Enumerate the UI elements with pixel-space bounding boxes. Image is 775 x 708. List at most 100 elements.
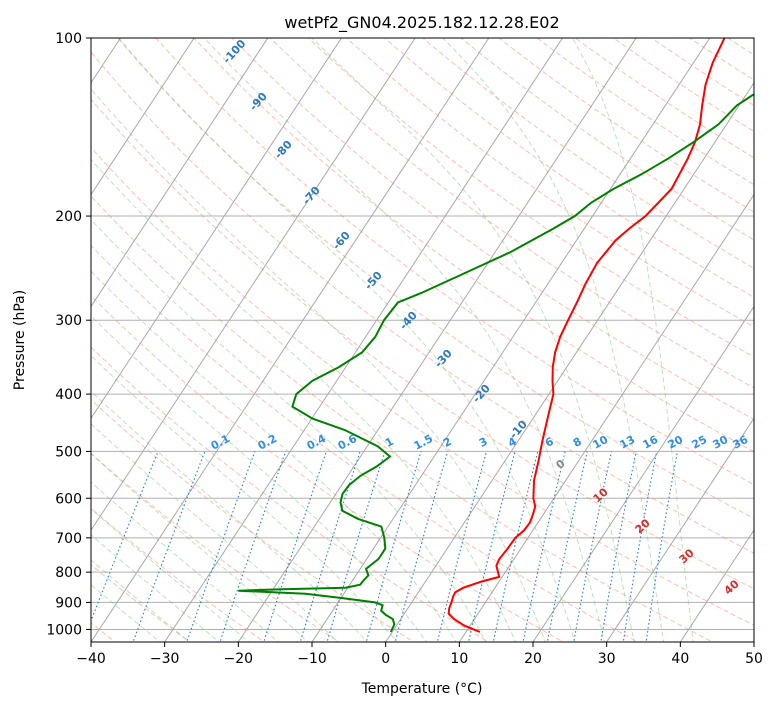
moist-adiabat-line [91, 534, 220, 642]
x-tick-label: 40 [671, 651, 689, 667]
isotherm-line [91, 38, 195, 196]
mixing-ratio-line [436, 451, 488, 642]
mixing-ratio-label: 2 [441, 435, 454, 450]
mixing-ratio-line [546, 451, 588, 642]
y-tick-label: 1000 [46, 622, 82, 638]
moist-adiabat-line [91, 218, 487, 642]
moist-adiabat-line [118, 38, 576, 642]
dry-adiabat-line [269, 38, 754, 389]
moist-adiabat-label: 40 [722, 577, 742, 597]
dry-adiabat-line [91, 346, 490, 642]
moist-adiabat-line [91, 354, 398, 642]
mixing-ratio-label: 0.1 [209, 432, 232, 453]
dry-adiabat-line [91, 146, 754, 626]
y-tick-label: 600 [55, 491, 82, 507]
y-tick-label: 500 [55, 444, 82, 460]
x-axis-label: Temperature (°C) [361, 681, 483, 697]
moist-adiabat-line [311, 38, 635, 642]
dry-adiabat-line [91, 98, 754, 590]
dry-adiabat-line [91, 564, 191, 642]
mixing-ratio-line [326, 451, 386, 642]
moist-adiabat-line [91, 508, 250, 642]
mixing-ratio-label: 1.5 [412, 432, 435, 453]
mixing-ratio-lines [91, 451, 678, 642]
chart-title: wetPf2_GN04.2025.182.12.28.E02 [284, 13, 559, 33]
dry-adiabat-label: -30 [432, 347, 455, 371]
dry-adiabat-line [727, 38, 754, 56]
x-tick-label: −40 [76, 651, 106, 667]
x-tick-label: −30 [150, 651, 180, 667]
y-tick-label: 700 [55, 531, 82, 547]
isobar-grid [91, 38, 754, 630]
mixing-ratio-label: 30 [711, 433, 731, 452]
mixing-ratio-label: 6 [543, 435, 556, 450]
isotherm-line [91, 38, 343, 420]
background-lines [0, 11, 775, 654]
dry-adiabat-line [91, 295, 565, 642]
isotherm-line [91, 38, 490, 642]
dry-adiabat-line [91, 244, 640, 642]
dry-adiabat-line [749, 27, 775, 644]
y-axis-label: Pressure (hPa) [12, 290, 28, 390]
mixing-ratio-line [132, 451, 206, 642]
x-axis-ticks: −40 −30 −20 −10 0 10 20 30 40 50 [76, 642, 763, 667]
mixing-ratio-line [645, 451, 678, 642]
mixing-ratio-label: 25 [690, 433, 710, 452]
moist-adiabat-line [91, 481, 279, 642]
dry-adiabat-line [460, 38, 754, 241]
dry-adiabat-line [231, 38, 754, 421]
mixing-ratio-line [365, 451, 422, 642]
dry-adiabat-line [498, 38, 754, 213]
dry-adiabat-line [91, 399, 415, 642]
moist-adiabat-label: 10 [591, 485, 611, 505]
isotherm-line [679, 529, 754, 642]
isotherm-line [753, 641, 754, 642]
y-tick-label: 200 [55, 209, 82, 225]
mixing-ratio-line [522, 451, 566, 642]
isotherm-line [385, 81, 754, 642]
x-tick-label: 20 [524, 651, 542, 667]
dry-adiabat-line [91, 195, 714, 642]
isotherm-line [91, 38, 416, 532]
dry-adiabat-line [91, 507, 266, 642]
mixing-ratio-line [573, 451, 613, 642]
mixing-ratio-label: 10 [591, 433, 611, 452]
dry-adiabat-line [117, 38, 754, 520]
x-tick-label: 0 [381, 651, 390, 667]
dry-adiabat-line [422, 38, 754, 269]
moist-adiabat-line [91, 390, 368, 642]
dry-adiabat-line [307, 38, 754, 358]
dry-adiabat-line [612, 38, 754, 133]
moist-adiabat-line [91, 423, 339, 642]
isotherm-line [237, 38, 637, 642]
mixing-ratio-line [299, 451, 361, 642]
dry-adiabat-line [384, 38, 754, 298]
mixing-ratio-label: 20 [666, 433, 686, 452]
temperature-profile [447, 38, 726, 633]
y-tick-label: 800 [55, 565, 82, 581]
dry-adiabat-line [345, 38, 754, 328]
isotherm-line [0, 11, 65, 654]
x-tick-label: 10 [450, 651, 468, 667]
dry-adiabat-label: -40 [397, 309, 420, 333]
x-tick-label: 30 [598, 651, 616, 667]
x-tick-label: 50 [745, 651, 763, 667]
isotherm-line [606, 417, 754, 642]
dry-adiabats [91, 27, 775, 644]
sounding-profiles [238, 38, 754, 633]
moist-adiabat-line [91, 559, 191, 642]
isotherm-line [532, 305, 754, 642]
isotherm-line [458, 193, 754, 642]
isotherm-line [164, 38, 564, 642]
moist-adiabat-label: 0 [553, 457, 568, 472]
dry-adiabat-label: -80 [272, 138, 295, 162]
dry-adiabat-label: -90 [247, 90, 270, 114]
y-axis-ticks: 100 200 300 400 500 600 700 800 900 1000 [46, 31, 91, 638]
mixing-ratio-line [600, 451, 637, 642]
mixing-ratio-label: 8 [571, 435, 584, 450]
dry-adiabat-line [193, 38, 754, 453]
y-tick-label: 900 [55, 595, 82, 611]
dry-adiabat-label: -100 [220, 37, 248, 66]
